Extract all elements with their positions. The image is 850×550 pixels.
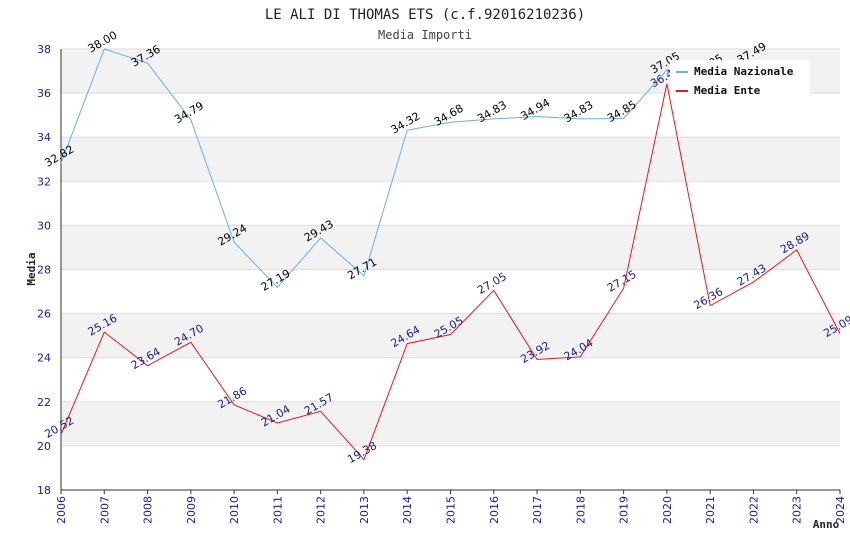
y-tick-label: 22	[37, 396, 51, 409]
series-lines	[60, 48, 841, 461]
x-tick-label: 2007	[98, 496, 111, 524]
y-tick-label: 36	[37, 87, 51, 100]
x-tick-label: 2023	[791, 496, 804, 524]
plot-band	[61, 269, 840, 314]
y-tick-labels: 18 20 22 24 26 28 30 32 34 36 38	[37, 43, 51, 497]
x-tick-label: 2021	[704, 496, 717, 524]
y-tick-label: 26	[37, 308, 51, 321]
x-tick-label: 2014	[401, 496, 414, 524]
series-line-nazionale	[60, 48, 754, 289]
legend-background	[670, 60, 810, 96]
y-axis-title: Media	[25, 252, 38, 285]
x-tick-label: 2011	[271, 496, 284, 524]
y-tick-label: 38	[37, 43, 51, 56]
x-tick-labels: 2006 2007 2008 2009 2010 2011 2012 2013 2014 2015…	[55, 490, 847, 524]
y-tick-label: 24	[37, 352, 51, 365]
plot-band	[61, 357, 840, 402]
chart-subtitle: Media Importi	[378, 28, 472, 42]
plot-band	[61, 313, 840, 358]
y-tick-label: 34	[37, 131, 51, 144]
x-tick-label: 2006	[55, 496, 68, 524]
plot-band	[61, 401, 840, 446]
x-tick-label: 2008	[142, 496, 155, 524]
y-tick-label: 32	[37, 175, 51, 188]
x-tick-label: 2016	[488, 496, 501, 524]
legend-label-ente: Media Ente	[694, 84, 761, 97]
x-tick-label: 2022	[747, 496, 760, 524]
x-tick-label: 2024	[834, 496, 847, 524]
x-tick-label: 2015	[445, 496, 458, 524]
y-tick-label: 18	[37, 484, 51, 497]
series-line-ente	[60, 83, 841, 461]
y-tick-label: 28	[37, 264, 51, 277]
x-tick-label: 2019	[618, 496, 631, 524]
x-tick-label: 2020	[661, 496, 674, 524]
x-axis-title: Anno	[813, 518, 840, 531]
chart-title: LE ALI DI THOMAS ETS (c.f.92016210236)	[265, 7, 585, 23]
plot-band	[61, 445, 840, 490]
x-tick-label: 2010	[228, 496, 241, 524]
plot-band	[61, 93, 840, 138]
x-tick-label: 2013	[358, 496, 371, 524]
y-tick-label: 30	[37, 219, 51, 232]
plot-band	[61, 225, 840, 270]
legend-label-nazionale: Media Nazionale	[694, 65, 794, 78]
x-tick-label: 2009	[185, 496, 198, 524]
x-tick-label: 2017	[531, 496, 544, 524]
legend: Media Nazionale Media Ente	[670, 60, 810, 97]
plot-band	[61, 137, 840, 182]
plot-bands	[61, 49, 840, 490]
x-tick-label: 2018	[574, 496, 587, 524]
y-tick-label: 20	[37, 440, 51, 453]
plot-band	[61, 181, 840, 226]
x-tick-label: 2012	[315, 496, 328, 524]
